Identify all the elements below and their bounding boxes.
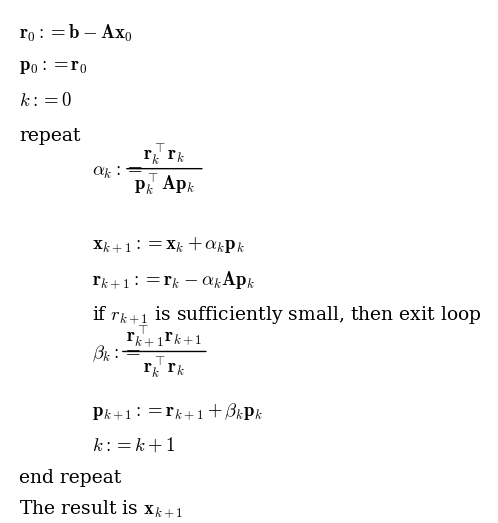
Text: $\mathbf{x}_{k+1} := \mathbf{x}_k + \alpha_k \mathbf{p}_k$: $\mathbf{x}_{k+1} := \mathbf{x}_k + \alp… [92, 234, 245, 255]
Text: $k := k + 1$: $k := k + 1$ [92, 436, 175, 455]
Text: $\mathbf{r}_k^\top \mathbf{r}_k$: $\mathbf{r}_k^\top \mathbf{r}_k$ [143, 142, 185, 167]
Text: $\mathbf{p}_0 := \mathbf{r}_0$: $\mathbf{p}_0 := \mathbf{r}_0$ [19, 58, 88, 75]
Text: $\beta_k :=$: $\beta_k :=$ [92, 344, 141, 364]
Text: $\mathbf{r}_{k+1}^\top \mathbf{r}_{k+1}$: $\mathbf{r}_{k+1}^\top \mathbf{r}_{k+1}$ [126, 324, 203, 349]
Text: if $r_{k+1}$ is sufficiently small, then exit loop: if $r_{k+1}$ is sufficiently small, then… [92, 304, 481, 325]
Text: The result is $\mathbf{x}_{k+1}$: The result is $\mathbf{x}_{k+1}$ [19, 498, 183, 520]
Text: repeat: repeat [19, 127, 80, 145]
Text: $\mathbf{r}_{k+1} := \mathbf{r}_k - \alpha_k \mathbf{A}\mathbf{p}_k$: $\mathbf{r}_{k+1} := \mathbf{r}_k - \alp… [92, 269, 255, 291]
Text: $\mathbf{r}_k^\top \mathbf{r}_k$: $\mathbf{r}_k^\top \mathbf{r}_k$ [143, 355, 185, 380]
Text: $\mathbf{r}_0 := \mathbf{b} - \mathbf{A}\mathbf{x}_0$: $\mathbf{r}_0 := \mathbf{b} - \mathbf{A}… [19, 22, 133, 44]
Text: end repeat: end repeat [19, 469, 121, 486]
Text: $\mathbf{p}_k^\top \mathbf{A}\mathbf{p}_k$: $\mathbf{p}_k^\top \mathbf{A}\mathbf{p}_… [134, 172, 195, 197]
Text: $k := 0$: $k := 0$ [19, 93, 72, 110]
Text: $\mathbf{p}_{k+1} := \mathbf{r}_{k+1} + \beta_k \mathbf{p}_k$: $\mathbf{p}_{k+1} := \mathbf{r}_{k+1} + … [92, 401, 263, 422]
Text: $\alpha_k :=$: $\alpha_k :=$ [92, 163, 142, 181]
